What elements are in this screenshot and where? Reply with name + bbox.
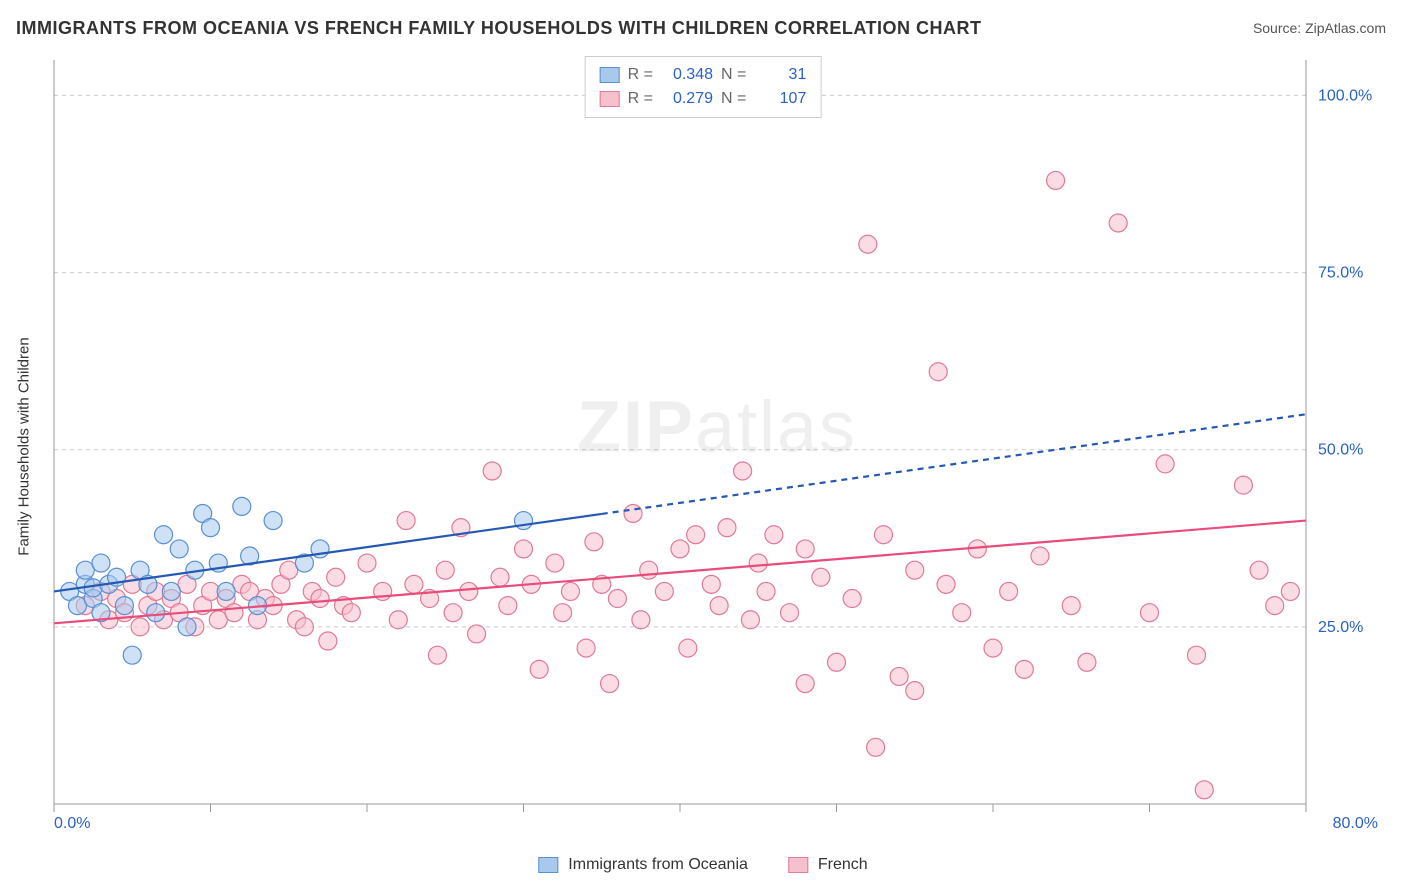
- r-value: 0.279: [661, 87, 713, 111]
- swatch-icon: [600, 91, 620, 107]
- y-axis-label: Family Households with Children: [16, 337, 33, 555]
- n-value: 31: [754, 63, 806, 87]
- n-label: N =: [721, 87, 746, 111]
- correlation-row-oceania: R = 0.348 N = 31: [600, 63, 807, 87]
- r-label: R =: [628, 87, 653, 111]
- swatch-icon: [600, 67, 620, 83]
- n-label: N =: [721, 63, 746, 87]
- correlation-row-french: R = 0.279 N = 107: [600, 87, 807, 111]
- source-prefix: Source:: [1253, 20, 1305, 36]
- chart-svg: 25.0% 50.0% 75.0% 100.0% 0.0% 80.0%: [48, 56, 1386, 832]
- chart-title: IMMIGRANTS FROM OCEANIA VS FRENCH FAMILY…: [16, 18, 982, 39]
- r-value: 0.348: [661, 63, 713, 87]
- svg-text:25.0%: 25.0%: [1318, 619, 1363, 636]
- swatch-icon: [788, 857, 808, 873]
- svg-text:80.0%: 80.0%: [1333, 815, 1378, 832]
- legend-label: Immigrants from Oceania: [568, 856, 748, 874]
- swatch-icon: [538, 857, 558, 873]
- y-axis-label-container: Family Households with Children: [12, 0, 36, 892]
- correlation-legend: R = 0.348 N = 31 R = 0.279 N = 107: [585, 56, 822, 118]
- series-legend: Immigrants from Oceania French: [538, 856, 867, 874]
- chart-plot-area: ZIPatlas 25.0%50.0%75.0%100.0%0.0%80.0%: [48, 56, 1386, 832]
- svg-text:100.0%: 100.0%: [1318, 87, 1372, 104]
- svg-text:0.0%: 0.0%: [54, 815, 90, 832]
- svg-text:75.0%: 75.0%: [1318, 265, 1363, 282]
- source-attribution: Source: ZipAtlas.com: [1253, 20, 1386, 36]
- r-label: R =: [628, 63, 653, 87]
- svg-text:50.0%: 50.0%: [1318, 442, 1363, 459]
- legend-item-oceania: Immigrants from Oceania: [538, 856, 748, 874]
- source-link[interactable]: ZipAtlas.com: [1305, 20, 1386, 36]
- legend-label: French: [818, 856, 868, 874]
- n-value: 107: [754, 87, 806, 111]
- legend-item-french: French: [788, 856, 868, 874]
